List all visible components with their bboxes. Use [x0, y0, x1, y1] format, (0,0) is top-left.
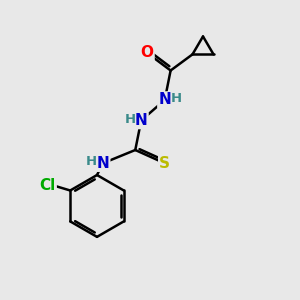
Text: H: H: [170, 92, 182, 105]
Text: N: N: [158, 92, 171, 107]
Text: S: S: [159, 156, 170, 171]
Text: N: N: [97, 156, 109, 171]
Text: Cl: Cl: [39, 178, 56, 193]
Text: O: O: [141, 45, 154, 60]
Text: H: H: [86, 155, 97, 168]
Text: H: H: [124, 112, 136, 126]
Text: N: N: [135, 113, 148, 128]
